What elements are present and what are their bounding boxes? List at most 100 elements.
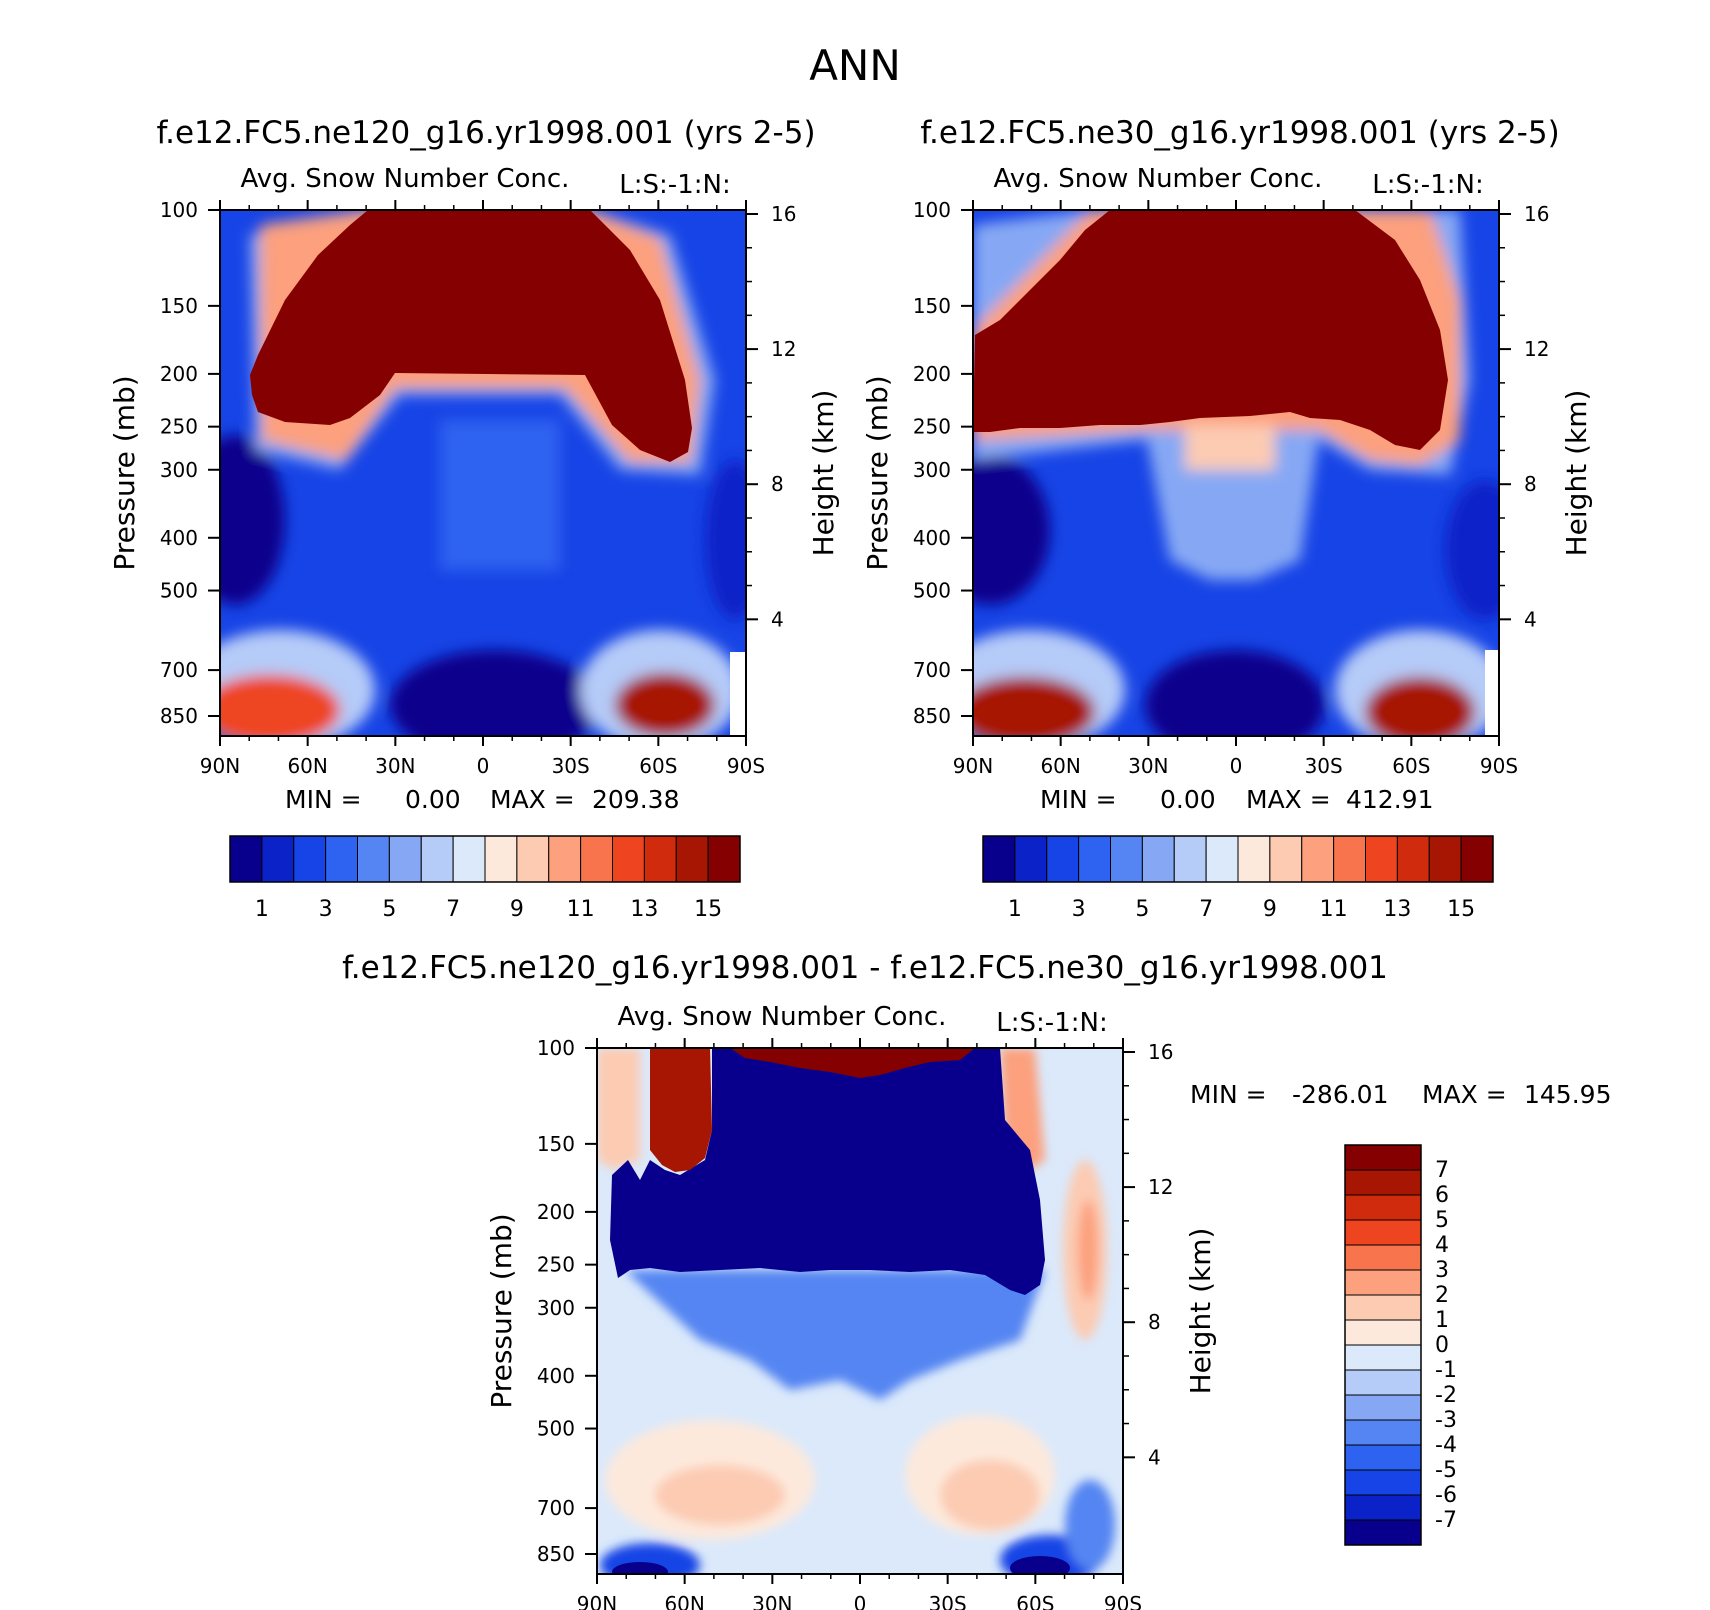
colorbar-swatch [293, 835, 327, 883]
page-title: ANN [809, 41, 901, 90]
colorbar-label: 9 [510, 897, 524, 922]
colorbar-label: 15 [1447, 897, 1475, 922]
sh-dry-core [705, 460, 746, 620]
colorbar-label: -1 [1435, 1358, 1457, 1383]
colorbar-swatch [388, 835, 422, 883]
colorbar-swatch [1141, 835, 1175, 883]
colorbar-label: 1 [1008, 897, 1022, 922]
max-value: 145.95 [1524, 1080, 1611, 1109]
axes: 90N 60N 30N 0 30S 60S 90S 100 150 200 250 300 400 500… [913, 198, 1550, 778]
y-axis-label-right: Height (km) [807, 390, 840, 557]
panel-subtitle: Avg. Snow Number Conc. [618, 1002, 947, 1032]
max-value: 209.38 [592, 785, 679, 814]
colorbar-swatch [1344, 1169, 1422, 1196]
nh-dry-core [973, 455, 1050, 605]
axes: 90N 60N 30N 0 30S 60S 90S 100 150 200 250 300 400 500… [537, 1036, 1174, 1610]
nh-upper-warm [597, 1048, 640, 1170]
panel-subtitle: Avg. Snow Number Conc. [994, 164, 1323, 194]
colorbar-swatch [1078, 835, 1111, 883]
min-label: MIN = [1190, 1080, 1267, 1109]
colorbar-label: 11 [1320, 897, 1348, 922]
min-value: 0.00 [405, 785, 461, 814]
colorbar-swatch [580, 835, 613, 883]
colorbar-label: 5 [382, 897, 396, 922]
colorbar-swatch [1301, 835, 1335, 883]
y-tick-label: 500 [160, 579, 198, 603]
colorbar-label: 2 [1435, 1283, 1449, 1308]
y-axis-label: Pressure (mb) [485, 1213, 518, 1408]
colorbar-label: 5 [1435, 1208, 1449, 1233]
x-tick-label: 30N [752, 1592, 792, 1610]
colorbar-swatch [1344, 1319, 1422, 1346]
x-tick-label: 0 [854, 1592, 867, 1610]
upper-negative-region [610, 1048, 1045, 1295]
colorbar-label: 7 [1435, 1158, 1449, 1183]
nh-low-max [220, 675, 340, 736]
x-tick-label: 30N [1128, 754, 1168, 778]
y-tick-label-right: 16 [1524, 202, 1549, 226]
y-tick-label-right: 8 [1148, 1310, 1161, 1334]
x-tick-label: 30S [552, 754, 590, 778]
y-tick-label: 250 [537, 1253, 575, 1277]
min-value: -286.01 [1292, 1080, 1389, 1109]
panel-difference: f.e12.FC5.ne120_g16.yr1998.001 - f.e12.F… [342, 950, 1611, 1610]
y-tick-label: 150 [537, 1132, 575, 1156]
y-tick-label: 200 [537, 1200, 575, 1224]
x-tick-label: 90S [727, 754, 765, 778]
lower-edge-blue [625, 1270, 1045, 1400]
colorbar-swatch [1269, 835, 1303, 883]
colorbar-label: 1 [1435, 1308, 1449, 1333]
colorbar: 1 3 5 7 9 11 13 15 [982, 835, 1494, 922]
upper-max-region [250, 210, 692, 462]
y-tick-label: 200 [160, 362, 198, 386]
colorbar-swatch [1205, 835, 1239, 883]
colorbar-swatch [1344, 1144, 1422, 1171]
colorbar-swatch [1344, 1219, 1422, 1246]
x-tick-label: 30S [1305, 754, 1343, 778]
y-tick-label-right: 4 [1524, 607, 1537, 631]
colorbar-swatch [516, 835, 550, 883]
colorbar-swatch [357, 835, 390, 883]
axes: 90N 60N 30N 0 30S 60S 90S 100 150 200 250 300 400 500… [160, 198, 797, 778]
nh-upper-positive-strips [650, 1048, 712, 1172]
y-tick-label: 850 [537, 1542, 575, 1566]
units-label: L:S:-1:N: [996, 1008, 1107, 1038]
colorbar-swatch [1396, 835, 1430, 883]
sh-lower-warm-core [940, 1460, 1040, 1530]
y-tick-label: 850 [160, 704, 198, 728]
sh-edge-blue [1065, 1480, 1115, 1570]
colorbar-label: -2 [1435, 1383, 1457, 1408]
y-tick-label-right: 8 [771, 472, 784, 496]
y-axis-label-right: Height (km) [1560, 390, 1593, 557]
colorbar-label: 11 [567, 897, 595, 922]
max-value: 412.91 [1346, 785, 1433, 814]
y-tick-label-right: 12 [771, 337, 796, 361]
x-tick-label: 90N [953, 754, 993, 778]
min-label: MIN = [285, 785, 362, 814]
colorbar-swatch [1014, 835, 1048, 883]
y-tick-label: 250 [160, 415, 198, 439]
colorbar-label: 3 [1072, 897, 1086, 922]
x-tick-label: 60S [639, 754, 677, 778]
colorbar-swatch [1344, 1269, 1422, 1296]
y-tick-label: 100 [537, 1036, 575, 1060]
colorbar-swatch [707, 835, 741, 883]
colorbar: 1 3 5 7 9 11 13 15 [229, 835, 741, 922]
y-tick-label-right: 4 [771, 607, 784, 631]
colorbar-label: 7 [446, 897, 460, 922]
units-label: L:S:-1:N: [619, 170, 730, 200]
y-tick-label: 700 [160, 658, 198, 682]
y-tick-label: 200 [913, 362, 951, 386]
colorbar-swatch [1460, 835, 1494, 883]
missing-data-notch [730, 652, 746, 736]
colorbar-label: 5 [1135, 897, 1149, 922]
y-tick-label: 150 [913, 294, 951, 318]
colorbar-swatch [1428, 835, 1462, 883]
nh-lower-warm-core [655, 1465, 785, 1525]
y-tick-label: 850 [913, 704, 951, 728]
colorbar-label: -3 [1435, 1408, 1457, 1433]
units-label: L:S:-1:N: [1372, 170, 1483, 200]
max-label: MAX = [1422, 1080, 1507, 1109]
contour-field [220, 210, 746, 736]
